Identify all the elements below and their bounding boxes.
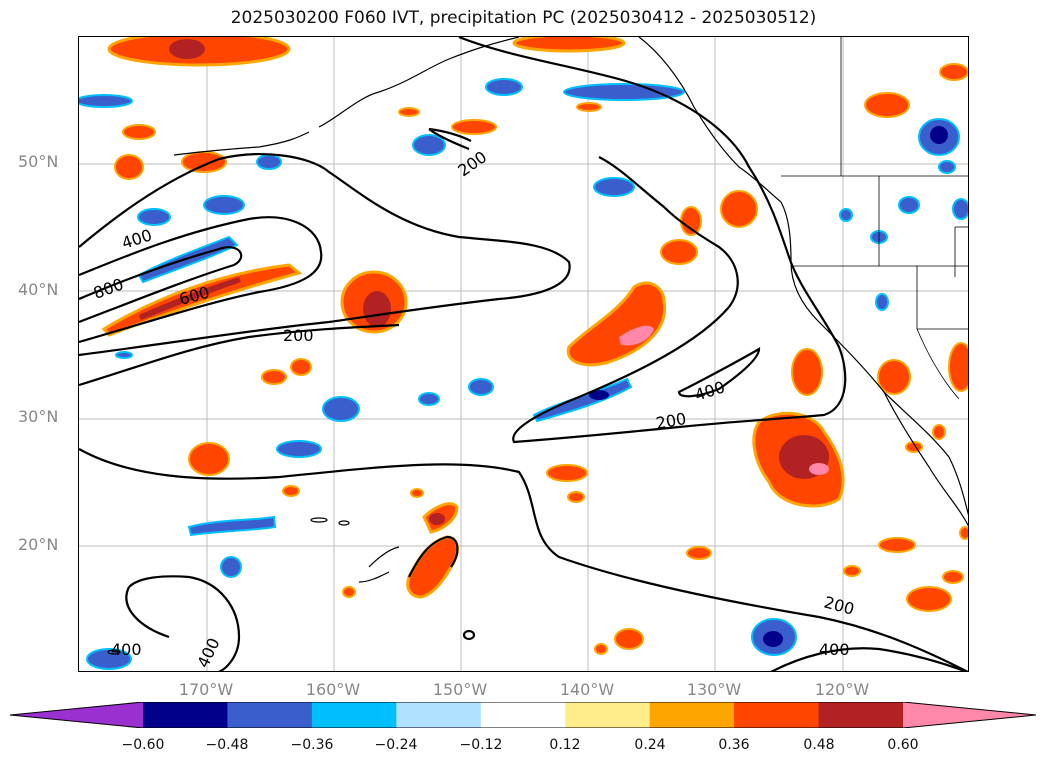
map-title: 2025030200 F060 IVT, precipitation PC (2…	[230, 8, 817, 28]
colorbar-tick-label: −0.36	[290, 737, 334, 753]
colorbar	[10, 702, 1036, 728]
colorbar-tick-label: 0.60	[887, 737, 919, 753]
colorbar-cell	[734, 702, 820, 728]
contour-label-extra: 400	[193, 635, 223, 671]
contour-label: 200	[454, 147, 490, 180]
colorbar-cell	[565, 702, 651, 728]
colorbar-cell	[818, 702, 904, 728]
contour-label: 200	[654, 409, 687, 433]
lon-label-150w: 150°W	[432, 680, 488, 699]
colorbar-tick-label: 0.12	[549, 737, 581, 753]
colorbar-cell	[649, 702, 735, 728]
colorbar-cell	[480, 702, 566, 728]
lon-label-170w: 170°W	[178, 680, 234, 699]
precip-positive	[101, 37, 968, 655]
lon-label-160w: 160°W	[305, 680, 361, 699]
contour-label: 200	[822, 593, 856, 619]
lat-label-20n: 20°N	[18, 535, 59, 554]
political-boundaries	[781, 37, 968, 400]
contour-label: 800	[91, 274, 126, 302]
colorbar-cell	[227, 702, 313, 728]
map-panel[interactable]: 200 400 800 600 200 400 200 200 400 400 …	[78, 36, 969, 672]
colorbar-cell	[396, 702, 482, 728]
colorbar-tick-label: 0.36	[718, 737, 750, 753]
colorbar-tick-label: 0.48	[803, 737, 835, 753]
lat-label-30n: 30°N	[18, 407, 59, 426]
contour-label: 400	[111, 640, 142, 659]
colorbar-extend-left	[10, 702, 143, 728]
contour-label: 400	[819, 640, 850, 659]
precip-negative	[79, 78, 968, 670]
colorbar-tick-label: −0.24	[374, 737, 418, 753]
lon-label-140w: 140°W	[559, 680, 615, 699]
colorbar-cells	[143, 702, 904, 728]
lon-label-130w: 130°W	[686, 680, 742, 699]
colorbar-cell	[311, 702, 397, 728]
lat-label-50n: 50°N	[18, 152, 59, 171]
colorbar-tick-label: 0.24	[634, 737, 666, 753]
colorbar-tick-label: −0.12	[459, 737, 503, 753]
contour-label: 200	[283, 326, 314, 345]
colorbar-cell	[143, 702, 228, 728]
lat-label-40n: 40°N	[18, 280, 59, 299]
lon-label-120w: 120°W	[814, 680, 870, 699]
colorbar-tick-label: −0.48	[205, 737, 249, 753]
ivt-contours	[79, 37, 968, 671]
graticule	[79, 37, 968, 671]
map-canvas: 200 400 800 600 200 400 200 200 400 400 …	[79, 37, 968, 671]
colorbar-tick-label: −0.60	[121, 737, 165, 753]
colorbar-extend-right	[903, 702, 1036, 728]
